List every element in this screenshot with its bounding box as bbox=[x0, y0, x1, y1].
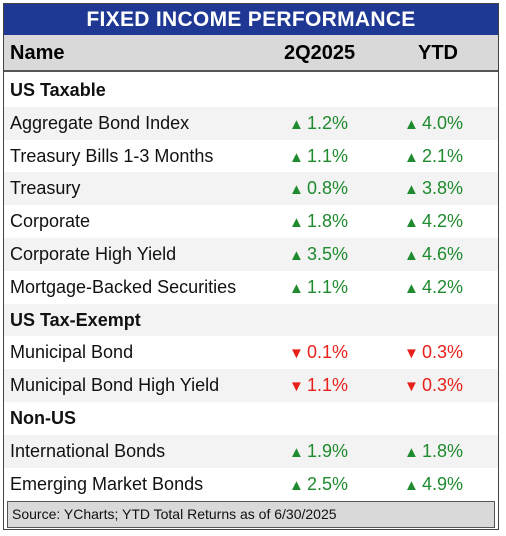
section-label: Non-US bbox=[10, 407, 76, 428]
row-quarter-value: ▲ 2.5% bbox=[289, 473, 349, 494]
up-arrow-icon: ▲ bbox=[404, 115, 419, 133]
row-quarter-value: ▲ 1.2% bbox=[289, 112, 349, 133]
row-ytd-value: ▲ 1.8% bbox=[404, 440, 464, 461]
section-header-us-taxable: US Taxable bbox=[4, 74, 498, 107]
row-name: Treasury bbox=[10, 178, 81, 199]
up-arrow-icon: ▲ bbox=[404, 443, 419, 461]
row-name: Mortgage-Backed Securities bbox=[10, 276, 237, 297]
down-arrow-icon: ▼ bbox=[404, 345, 419, 363]
table-row: Treasury Bills 1-3 Months ▲ 1.1% ▲ 2.1% bbox=[4, 140, 498, 173]
up-arrow-icon: ▲ bbox=[404, 246, 419, 264]
row-ytd-value: ▼ 0.3% bbox=[404, 342, 464, 363]
up-arrow-icon: ▲ bbox=[289, 115, 304, 133]
section-label: US Tax-Exempt bbox=[10, 309, 141, 330]
column-header-name: Name bbox=[10, 42, 65, 64]
row-quarter-value: ▲ 0.8% bbox=[289, 178, 349, 199]
row-ytd-value: ▲ 4.6% bbox=[404, 243, 464, 264]
up-arrow-icon: ▲ bbox=[289, 181, 304, 199]
source-footnote: Source: YCharts; YTD Total Returns as of… bbox=[7, 501, 495, 528]
up-arrow-icon: ▲ bbox=[404, 476, 419, 494]
row-quarter-value: ▼ 1.1% bbox=[289, 375, 349, 396]
table-row: International Bonds ▲ 1.9% ▲ 1.8% bbox=[4, 434, 498, 468]
up-arrow-icon: ▲ bbox=[404, 214, 419, 232]
up-arrow-icon: ▲ bbox=[289, 148, 304, 166]
row-ytd-value: ▼ 0.3% bbox=[404, 375, 464, 396]
row-quarter-value: ▼ 0.1% bbox=[289, 342, 349, 363]
row-ytd-value: ▲ 4.0% bbox=[404, 112, 464, 133]
row-name: Treasury Bills 1-3 Months bbox=[10, 145, 214, 166]
row-quarter-value: ▲ 1.1% bbox=[289, 276, 349, 297]
row-quarter-value: ▲ 3.5% bbox=[289, 243, 349, 264]
section-label: US Taxable bbox=[10, 80, 106, 100]
section-header-non-us: Non-US bbox=[4, 402, 498, 435]
row-name: Emerging Market Bonds bbox=[10, 473, 204, 494]
row-name: Aggregate Bond Index bbox=[10, 112, 190, 133]
table-row: Municipal Bond ▼ 0.1% ▼ 0.3% bbox=[4, 336, 498, 369]
up-arrow-icon: ▲ bbox=[289, 279, 304, 297]
down-arrow-icon: ▼ bbox=[289, 345, 304, 363]
column-header-quarter: 2Q2025 bbox=[284, 42, 356, 64]
up-arrow-icon: ▲ bbox=[289, 214, 304, 232]
up-arrow-icon: ▲ bbox=[404, 148, 419, 166]
row-name: International Bonds bbox=[10, 440, 166, 461]
table-row: Aggregate Bond Index ▲ 1.2% ▲ 4.0% bbox=[4, 106, 498, 140]
table-title: FIXED INCOME PERFORMANCE bbox=[4, 4, 498, 35]
table-row: Emerging Market Bonds ▲ 2.5% ▲ 4.9% bbox=[4, 468, 498, 501]
up-arrow-icon: ▲ bbox=[289, 246, 304, 264]
up-arrow-icon: ▲ bbox=[404, 279, 419, 297]
row-ytd-value: ▲ 2.1% bbox=[404, 145, 464, 166]
table-row: Corporate ▲ 1.8% ▲ 4.2% bbox=[4, 205, 498, 238]
row-ytd-value: ▲ 4.9% bbox=[404, 473, 464, 494]
row-ytd-value: ▲ 3.8% bbox=[404, 178, 464, 199]
row-ytd-value: ▲ 4.2% bbox=[404, 276, 464, 297]
up-arrow-icon: ▲ bbox=[289, 443, 304, 461]
row-ytd-value: ▲ 4.2% bbox=[404, 211, 464, 232]
table-row: Mortgage-Backed Securities ▲ 1.1% ▲ 4.2% bbox=[4, 271, 498, 304]
row-name: Municipal Bond High Yield bbox=[10, 375, 220, 396]
section-header-us-tax-exempt: US Tax-Exempt bbox=[4, 303, 498, 337]
up-arrow-icon: ▲ bbox=[404, 181, 419, 199]
row-quarter-value: ▲ 1.8% bbox=[289, 211, 349, 232]
table-row: Municipal Bond High Yield ▼ 1.1% ▼ 0.3% bbox=[4, 369, 498, 402]
column-header-ytd: YTD bbox=[418, 42, 458, 64]
table-body: US Taxable Aggregate Bond Index ▲ 1.2% ▲ 4… bbox=[4, 74, 498, 500]
up-arrow-icon: ▲ bbox=[289, 476, 304, 494]
row-name: Corporate bbox=[10, 211, 91, 232]
column-header-row: Name 2Q2025 YTD bbox=[4, 35, 498, 72]
row-quarter-value: ▲ 1.1% bbox=[289, 145, 349, 166]
down-arrow-icon: ▼ bbox=[289, 378, 304, 396]
down-arrow-icon: ▼ bbox=[404, 378, 419, 396]
row-name: Municipal Bond bbox=[10, 342, 134, 363]
table-row: Corporate High Yield ▲ 3.5% ▲ 4.6% bbox=[4, 237, 498, 271]
row-quarter-value: ▲ 1.9% bbox=[289, 440, 349, 461]
row-name: Corporate High Yield bbox=[10, 243, 177, 264]
table-row: Treasury ▲ 0.8% ▲ 3.8% bbox=[4, 172, 498, 206]
performance-table: FIXED INCOME PERFORMANCE Name 2Q2025 YTD… bbox=[3, 3, 499, 530]
